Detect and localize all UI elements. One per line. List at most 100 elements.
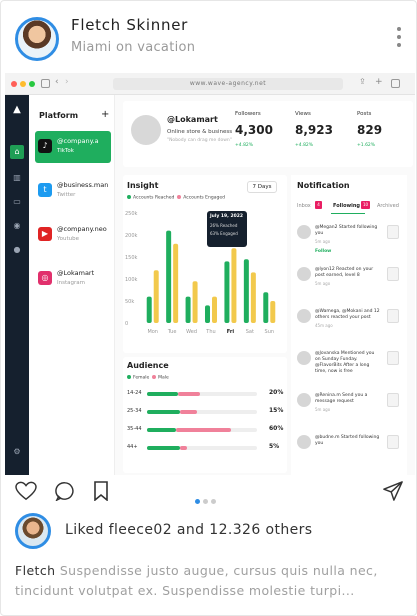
notification-thumbnail <box>387 351 399 365</box>
account-platform: Instagram <box>57 280 85 286</box>
views-value: 8,923 <box>295 123 333 137</box>
liker-avatar[interactable] <box>15 513 51 549</box>
reached-bar-wed <box>185 296 191 323</box>
views-stat: Views 8,923 +4.82% <box>295 111 355 161</box>
notification-thumbnail <box>387 393 399 407</box>
male-bar <box>177 392 200 396</box>
account-handle: @company.a <box>57 137 99 145</box>
x-tick-label: Sat <box>246 329 254 335</box>
notification-panel: Notification Inbox 4 Following 10 Archiv… <box>291 175 407 475</box>
tab-archived: Archived <box>377 203 399 209</box>
tabs-icon <box>391 79 400 88</box>
notification-thumbnail <box>387 435 399 449</box>
insight-chart: 250k 200k 150k 100k 50k 0 Mon Tue Wed Thu Fri Sat Su… <box>125 211 276 335</box>
notification-thumbnail <box>387 267 399 281</box>
female-bar <box>147 428 176 432</box>
like-heart-icon[interactable] <box>15 481 37 501</box>
notification-thumbnail <box>387 309 399 323</box>
forward-icon: › <box>65 77 69 87</box>
profile-handle: @Lokamart <box>167 115 218 124</box>
platform-heading: Platform <box>39 111 79 120</box>
audience-track <box>147 410 257 414</box>
platform-sidebar: Platform + ♪ @company.a TikTok t @business.m… <box>29 95 115 475</box>
legend-female: Female <box>133 375 150 381</box>
share-icon: ⇪ <box>359 77 366 86</box>
reached-bar-tue <box>166 230 172 323</box>
profile-avatar <box>131 115 161 145</box>
notification-text: @Jovanska Mentioned you on Sunday Funday… <box>315 351 375 374</box>
bookmark-icon[interactable] <box>93 481 109 501</box>
y-tick-label: 250k <box>125 211 138 217</box>
male-bar <box>180 410 197 414</box>
x-tick-label: Mon <box>147 329 158 335</box>
followers-label: Followers <box>235 111 261 117</box>
platform-icon: ▶ <box>38 227 52 241</box>
insight-panel: Insight 7 Days Accounts Reached Accounts… <box>123 175 287 353</box>
posts-label: Posts <box>357 111 372 117</box>
followers-value: 4,300 <box>235 123 273 137</box>
notification-avatar <box>297 225 311 239</box>
reached-bar-thu <box>205 305 210 323</box>
followers-change: +4.82% <box>235 143 254 148</box>
engaged-bar-tue <box>173 243 179 323</box>
close-window-icon <box>11 81 17 87</box>
notification-avatar <box>297 309 311 323</box>
maximize-window-icon <box>29 81 35 87</box>
notification-item: @budne.m Started following you <box>297 435 401 471</box>
platform-icon: ◎ <box>38 271 52 285</box>
audience-row: 25-34 15% <box>127 407 283 417</box>
tooltip-reached: 26% Reached <box>210 223 238 228</box>
likes-text[interactable]: Liked fleece02 and 12.326 others <box>65 522 313 538</box>
followers-stat: Followers 4,300 +4.82% <box>235 111 295 161</box>
user-icon: ● <box>13 245 21 254</box>
posts-value: 829 <box>357 123 383 137</box>
female-bar <box>147 446 180 450</box>
tab-following: Following <box>333 203 360 209</box>
comment-icon[interactable] <box>55 481 75 501</box>
browser-chrome: ‹ › www.wave-agency.net ⇪ + <box>5 73 415 95</box>
engaged-bar-wed <box>192 281 198 323</box>
age-group: 35-44 <box>127 426 142 432</box>
notification-time: 5m ago <box>315 281 331 286</box>
audience-track <box>147 428 257 432</box>
tooltip-engaged: 63% Engaged <box>210 231 238 236</box>
back-icon: ‹ <box>55 77 59 87</box>
audience-legend: Female Male <box>127 375 169 381</box>
share-send-icon[interactable] <box>383 481 403 501</box>
audience-track <box>147 392 257 396</box>
more-options-icon[interactable] <box>396 27 402 51</box>
notification-avatar <box>297 267 311 281</box>
y-tick-label: 0 <box>125 321 128 327</box>
age-group: 25-34 <box>127 408 142 414</box>
x-tick-label: Sun <box>265 329 275 335</box>
insight-legend: Accounts Reached Accounts Engaged <box>127 195 225 201</box>
engaged-bar-thu <box>212 296 217 323</box>
notification-text: @Megan2 Started following you <box>315 225 378 236</box>
author-name[interactable]: Fletch Skinner <box>71 16 189 34</box>
audience-row: 35-44 60% <box>127 425 283 435</box>
engaged-bar-sun <box>270 301 276 323</box>
audience-percent: 5% <box>269 443 280 450</box>
notification-title: Notification <box>297 181 350 190</box>
caption-author[interactable]: Fletch <box>15 563 56 578</box>
notification-text: @Wamega, @Mokani and 12 others reacted y… <box>315 309 380 320</box>
notification-item: @lyon12 Reacted on your post earned, lev… <box>297 267 401 303</box>
notification-avatar <box>297 435 311 449</box>
platform-icon: t <box>38 183 52 197</box>
posts-stat: Posts 829 +1.62% <box>357 111 415 161</box>
audience-title: Audience <box>127 361 169 370</box>
notification-text: @budne.m Started following you <box>315 435 380 446</box>
legend-male: Male <box>158 375 169 381</box>
minimize-window-icon <box>20 81 26 87</box>
account-item: ◎ @Lokamart Instagram <box>35 263 111 295</box>
account-handle: @Lokamart <box>57 269 95 277</box>
profile-summary: @Lokamart Online store & business "Nobod… <box>123 101 413 167</box>
y-tick-label: 50k <box>125 299 134 305</box>
settings-icon: ⚙ <box>13 447 21 456</box>
profile-quote: "Nobody can drag me down" <box>167 138 232 143</box>
follow-link: Follow <box>315 249 332 254</box>
address-bar: www.wave-agency.net <box>113 78 343 90</box>
notification-avatar <box>297 393 311 407</box>
engaged-bar-fri <box>231 248 237 323</box>
author-avatar[interactable] <box>15 17 59 61</box>
